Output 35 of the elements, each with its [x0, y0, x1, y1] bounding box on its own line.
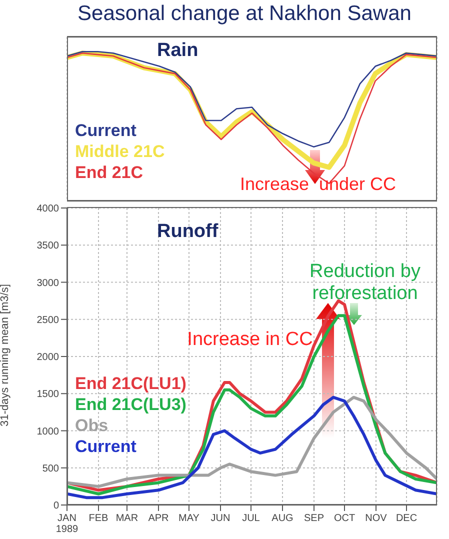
text: End 21C [75, 162, 144, 183]
y-tick-label: 0 [53, 500, 60, 512]
chart-title: Seasonal change at Nakhon Sawan [76, 2, 412, 26]
x-tick-label: APR [148, 513, 169, 524]
x-tick-label: MAR [116, 513, 138, 524]
x-tick-label: AUG [272, 513, 294, 524]
text: Middle 21C [75, 141, 165, 162]
text: Current [75, 436, 138, 457]
y-tick-label: 500 [42, 463, 60, 474]
x-tick-label: NOV [365, 513, 388, 524]
y-tick-label: 4000 [36, 204, 60, 215]
x-tick-label: MAY [178, 513, 200, 524]
x-tick-label: JUL [242, 513, 260, 524]
y-tick-label: 3500 [36, 240, 60, 252]
y-tick-label: 3000 [36, 278, 60, 289]
x-tick-label: DEC [396, 513, 418, 524]
text: Runoff [157, 221, 218, 243]
y-tick-label: 1500 [36, 389, 60, 400]
x-tick-label: OCT [334, 513, 356, 524]
text: Obs [75, 415, 110, 436]
series-label: End 21C(LU3) [75, 394, 186, 415]
chart-subtitle: Rain [157, 40, 198, 62]
x-tick-label: JUN [210, 513, 230, 524]
y-tick-label: 2000 [36, 352, 60, 364]
x-tick-label: JAN 1989 [56, 513, 79, 535]
annotation: Increase under CC [240, 173, 396, 195]
y-axis-title: 31-days running mean [m3/s] [0, 284, 11, 426]
y-tick-label: 2500 [36, 314, 60, 326]
text: Current [75, 120, 138, 141]
annotation: Reduction by reforestation [310, 261, 420, 305]
y-tick-label: 1000 [36, 426, 60, 438]
annotation: Increase in CC [187, 329, 313, 351]
x-tick-label: SEP [304, 513, 324, 524]
series-label: End 21C(LU1) [75, 373, 186, 394]
x-tick-label: FEB [88, 513, 109, 524]
